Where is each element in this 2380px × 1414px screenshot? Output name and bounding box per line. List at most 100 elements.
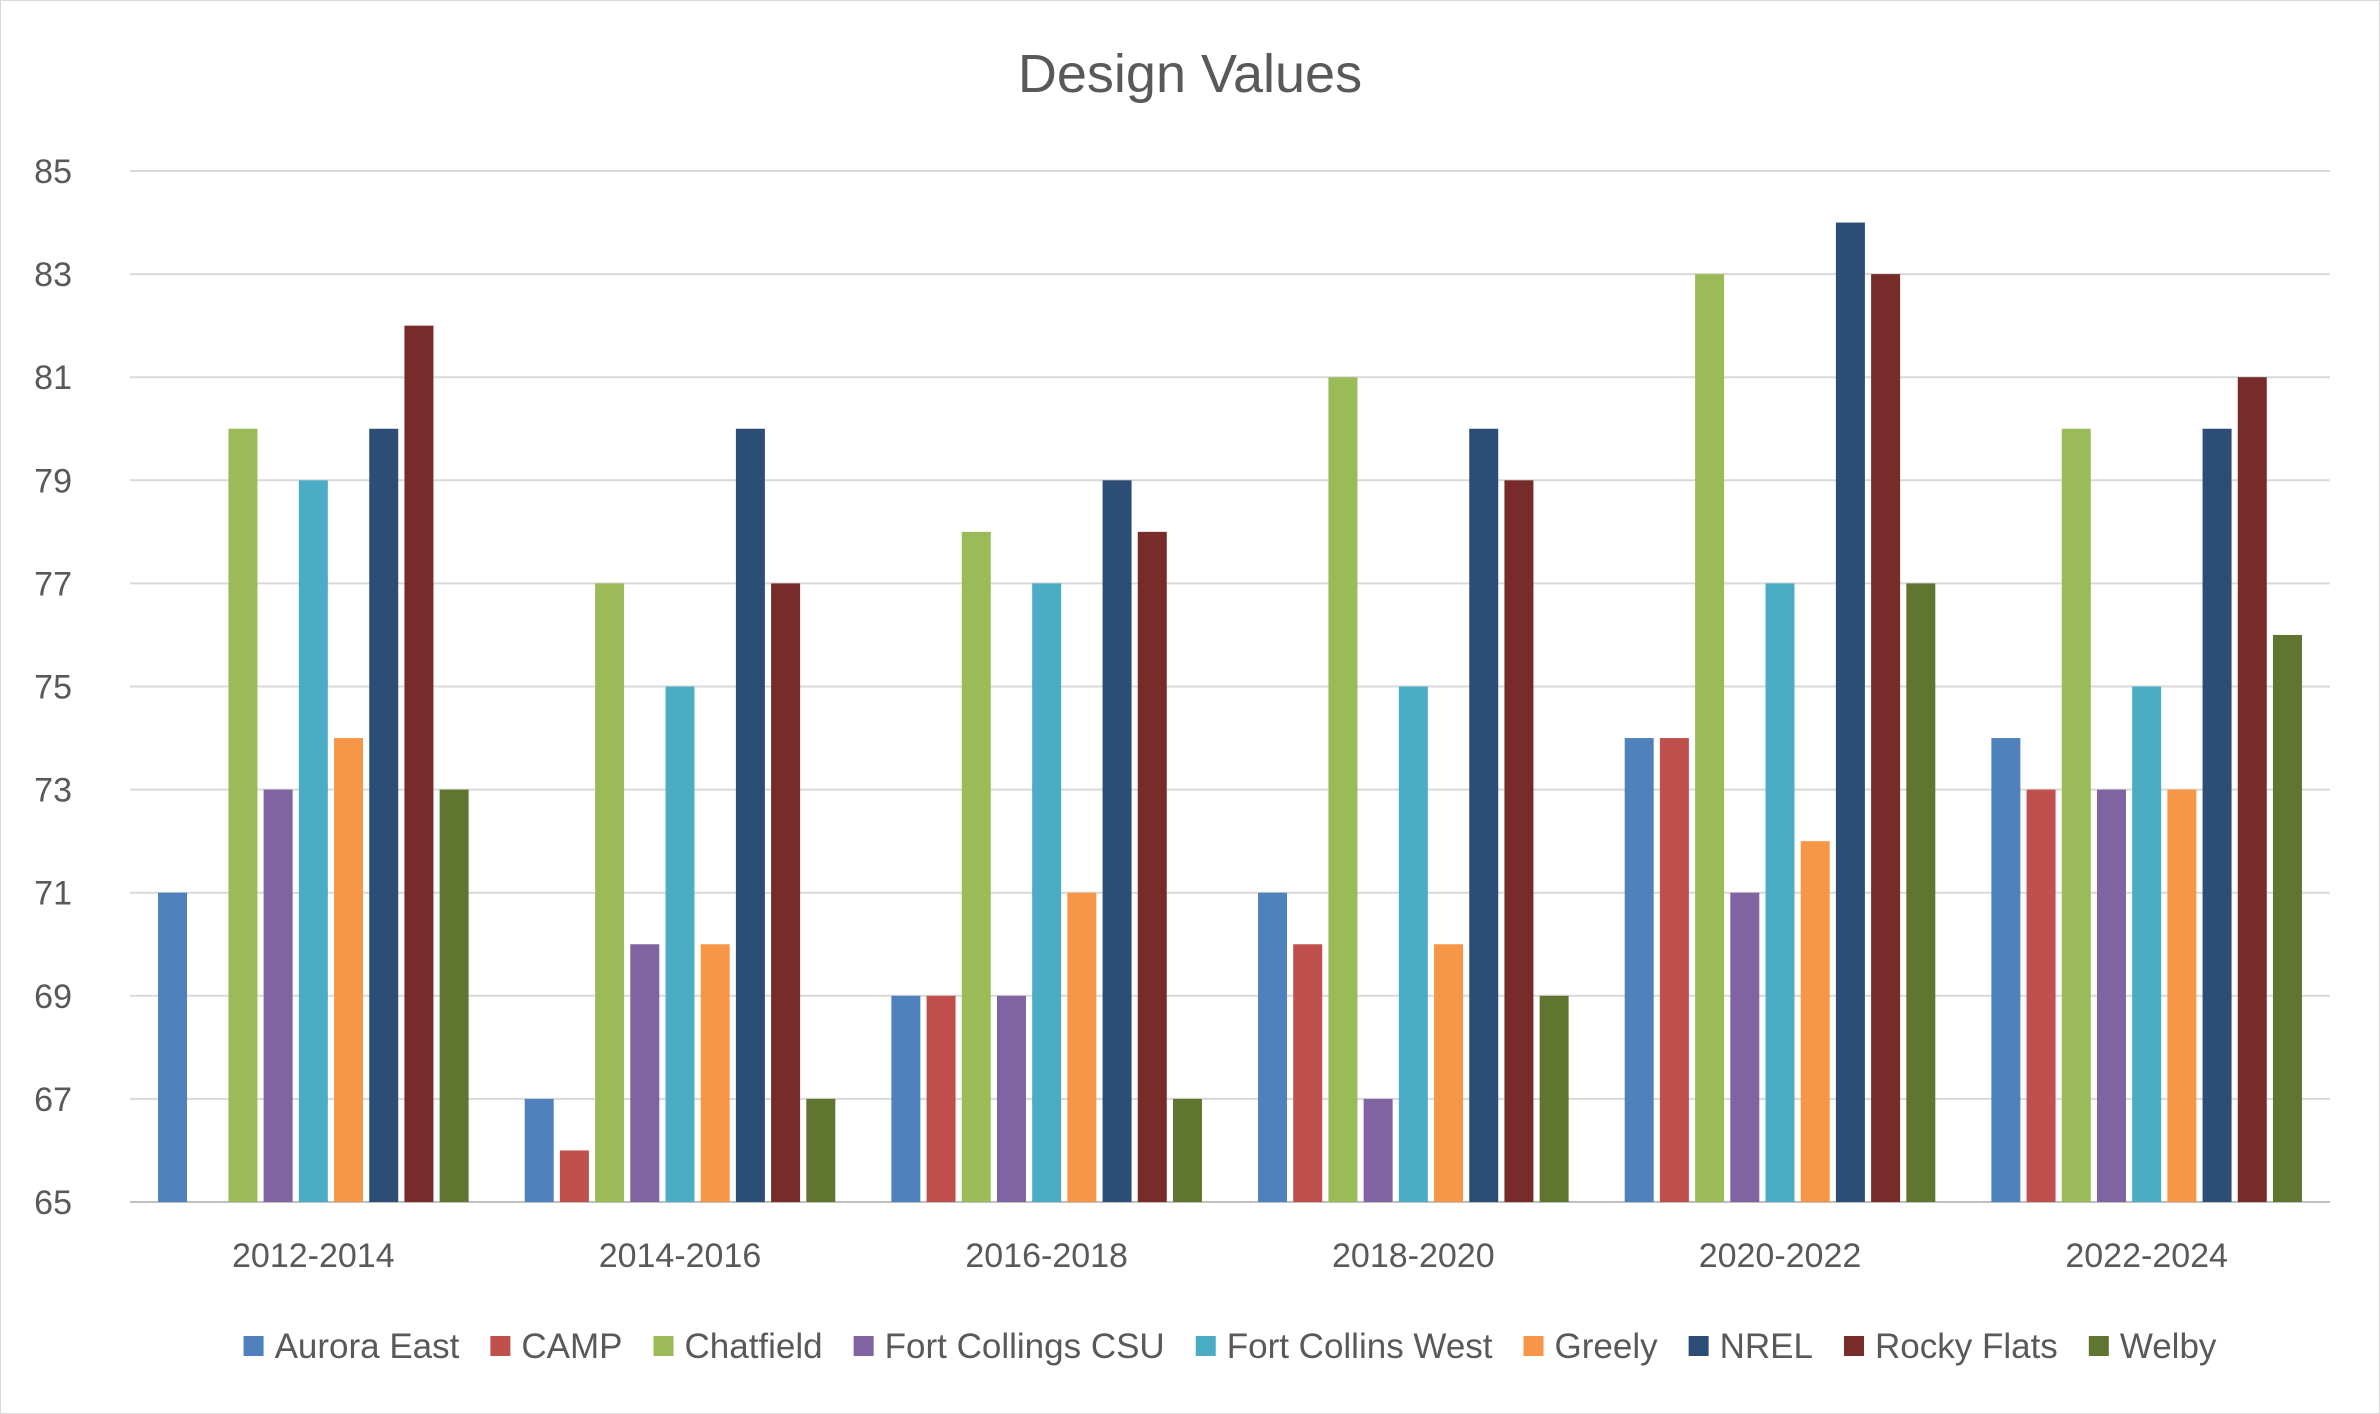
legend-swatch: [1688, 1336, 1709, 1356]
bar: [891, 995, 921, 1202]
legend-swatch: [2088, 1336, 2109, 1356]
bar: [996, 995, 1026, 1202]
legend-item: Greely: [1523, 1327, 1658, 1366]
bar: [1730, 892, 1760, 1202]
legend-label: Fort Collins West: [1227, 1327, 1493, 1366]
bar: [1172, 1098, 1202, 1202]
bar: [1991, 738, 2021, 1202]
legend-label: NREL: [1720, 1327, 1813, 1366]
bar: [1137, 531, 1167, 1202]
bar: [1659, 738, 1689, 1202]
y-tick-label: 71: [34, 875, 72, 913]
bar: [1765, 583, 1795, 1202]
bar: [1800, 841, 1830, 1202]
bar: [334, 738, 364, 1202]
bar: [700, 944, 730, 1202]
bar: [806, 1098, 836, 1202]
legend-item: Chatfield: [653, 1327, 823, 1366]
y-tick-label: 77: [34, 565, 72, 603]
legend-item: NREL: [1688, 1327, 1813, 1366]
bar: [1695, 274, 1725, 1203]
legend-swatch: [490, 1336, 511, 1356]
bar: [1624, 738, 1654, 1202]
bar: [2132, 686, 2162, 1202]
bar: [1328, 377, 1358, 1202]
bar: [2096, 789, 2126, 1202]
x-axis: 2012-2014 2014-2016 2016-2018 2018-2020 2020…: [232, 1237, 2228, 1275]
bar: [926, 995, 956, 1202]
bar: [665, 686, 695, 1202]
bar: [2202, 428, 2232, 1202]
bar: [1504, 480, 1534, 1202]
gridlines: [130, 170, 2330, 1203]
legend: Aurora East CAMP Chatfield Fort Collings CS…: [243, 1327, 2217, 1366]
bar: [1258, 892, 1288, 1202]
y-tick-label: 75: [34, 669, 72, 707]
legend-item: Welby: [2088, 1327, 2217, 1366]
legend-item: CAMP: [490, 1327, 623, 1366]
bar: [298, 480, 328, 1202]
y-tick-label: 83: [34, 256, 72, 294]
x-tick-label: 2020-2022: [1699, 1237, 1862, 1275]
bar: [1434, 944, 1464, 1202]
legend-label: Aurora East: [275, 1327, 460, 1366]
legend-label: Rocky Flats: [1875, 1327, 2058, 1366]
legend-item: Rocky Flats: [1844, 1327, 2058, 1366]
x-tick-label: 2012-2014: [232, 1237, 395, 1275]
legend-item: Fort Collings CSU: [853, 1327, 1165, 1366]
legend-swatch: [1844, 1336, 1865, 1356]
bar: [404, 325, 434, 1202]
y-tick-label: 65: [34, 1184, 72, 1222]
bar: [1469, 428, 1499, 1202]
legend-swatch: [243, 1336, 264, 1356]
legend-label: Chatfield: [685, 1327, 823, 1366]
y-axis: 65 67 69 71 73 75 77 79 81 83 85: [34, 153, 72, 1222]
bar: [263, 789, 293, 1202]
bar: [630, 944, 660, 1202]
bar: [559, 1150, 589, 1202]
bar: [228, 428, 258, 1202]
legend-label: Fort Collings CSU: [885, 1327, 1165, 1366]
bar: [2272, 634, 2302, 1202]
legend-label: Welby: [2120, 1327, 2217, 1366]
bar: [1102, 480, 1132, 1202]
bar: [961, 531, 991, 1202]
legend-label: CAMP: [521, 1327, 622, 1366]
bar: [1363, 1098, 1393, 1202]
bar: [1032, 583, 1062, 1202]
y-tick-label: 67: [34, 1081, 72, 1119]
bar: [369, 428, 399, 1202]
y-tick-label: 73: [34, 772, 72, 810]
chart-title: Design Values: [1018, 44, 1362, 104]
bar: [1539, 995, 1569, 1202]
y-tick-label: 81: [34, 359, 72, 397]
bar: [1835, 222, 1865, 1203]
legend-item: Aurora East: [243, 1327, 460, 1366]
bar: [2237, 377, 2267, 1202]
bar: [595, 583, 625, 1202]
y-tick-label: 79: [34, 462, 72, 500]
legend-item: Fort Collins West: [1195, 1327, 1493, 1366]
bar: [2167, 789, 2197, 1202]
bar: [1871, 274, 1901, 1203]
y-tick-label: 69: [34, 978, 72, 1016]
bar: [1398, 686, 1428, 1202]
legend-swatch: [1523, 1336, 1544, 1356]
x-tick-label: 2014-2016: [599, 1237, 762, 1275]
x-tick-label: 2018-2020: [1332, 1237, 1495, 1275]
bar: [439, 789, 469, 1202]
bar: [524, 1098, 554, 1202]
bar: [1906, 583, 1936, 1202]
bar: [2061, 428, 2091, 1202]
bar: [158, 892, 188, 1202]
legend-swatch: [653, 1336, 674, 1356]
y-tick-label: 85: [34, 153, 72, 191]
legend-swatch: [853, 1336, 874, 1356]
x-tick-label: 2016-2018: [965, 1237, 1128, 1275]
bar: [1067, 892, 1097, 1202]
x-tick-label: 2022-2024: [2065, 1237, 2228, 1275]
legend-swatch: [1195, 1336, 1216, 1356]
bar: [771, 583, 801, 1202]
bar: [2026, 789, 2056, 1202]
